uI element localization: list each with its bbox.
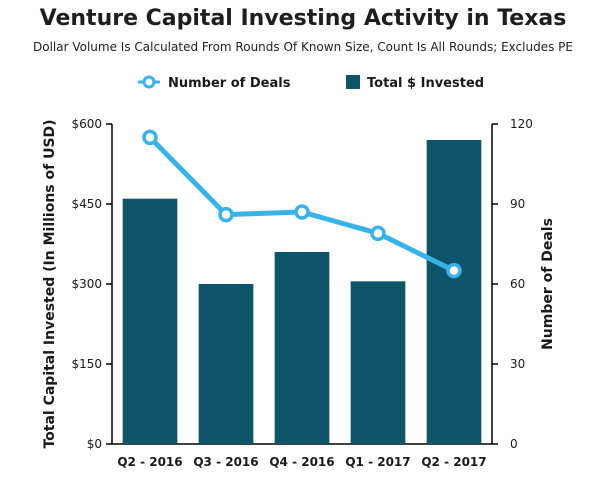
y-tick-left-label: $600 bbox=[71, 117, 102, 131]
y-tick-left-label: $450 bbox=[71, 197, 102, 211]
legend-bar-swatch bbox=[346, 75, 360, 89]
deals-point bbox=[370, 225, 386, 242]
y-tick-right-label: 0 bbox=[510, 437, 518, 451]
y-tick-right-label: 60 bbox=[510, 277, 525, 291]
y-tick-right-label: 90 bbox=[510, 197, 525, 211]
bar bbox=[274, 252, 330, 444]
y-tick-left-label: $150 bbox=[71, 357, 102, 371]
x-tick-label: Q1 - 2017 bbox=[345, 455, 410, 469]
x-tick-label: Q3 - 2016 bbox=[193, 455, 258, 469]
y-tick-right-label: 120 bbox=[510, 117, 533, 131]
x-tick-label: Q2 - 2016 bbox=[117, 455, 182, 469]
bar bbox=[122, 198, 178, 444]
y-axis-label-right: Number of Deals bbox=[540, 218, 556, 350]
y-tick-left-label: $0 bbox=[87, 437, 102, 451]
deals-point bbox=[218, 206, 234, 223]
legend-label-invested: Total $ Invested bbox=[367, 76, 484, 91]
x-tick-label: Q4 - 2016 bbox=[269, 455, 334, 469]
y-axis-label-left: Total Capital Invested (In Millions of U… bbox=[42, 119, 58, 448]
x-tick-label: Q2 - 2017 bbox=[421, 455, 486, 469]
deals-line bbox=[148, 135, 456, 273]
chart-title: Venture Capital Investing Activity in Te… bbox=[39, 6, 567, 31]
legend-line-dot bbox=[142, 75, 156, 89]
chart-subtitle: Dollar Volume Is Calculated From Rounds … bbox=[33, 40, 573, 54]
deals-point bbox=[142, 129, 158, 146]
legend-label-deals: Number of Deals bbox=[168, 76, 291, 91]
bar bbox=[198, 284, 254, 444]
y-tick-left-label: $300 bbox=[71, 277, 102, 291]
legend: Number of Deals Total $ Invested bbox=[138, 75, 484, 91]
bar bbox=[350, 281, 406, 444]
y-tick-right-label: 30 bbox=[510, 357, 525, 371]
deals-point bbox=[446, 262, 462, 279]
bar bbox=[426, 140, 482, 444]
deals-point bbox=[294, 204, 310, 220]
